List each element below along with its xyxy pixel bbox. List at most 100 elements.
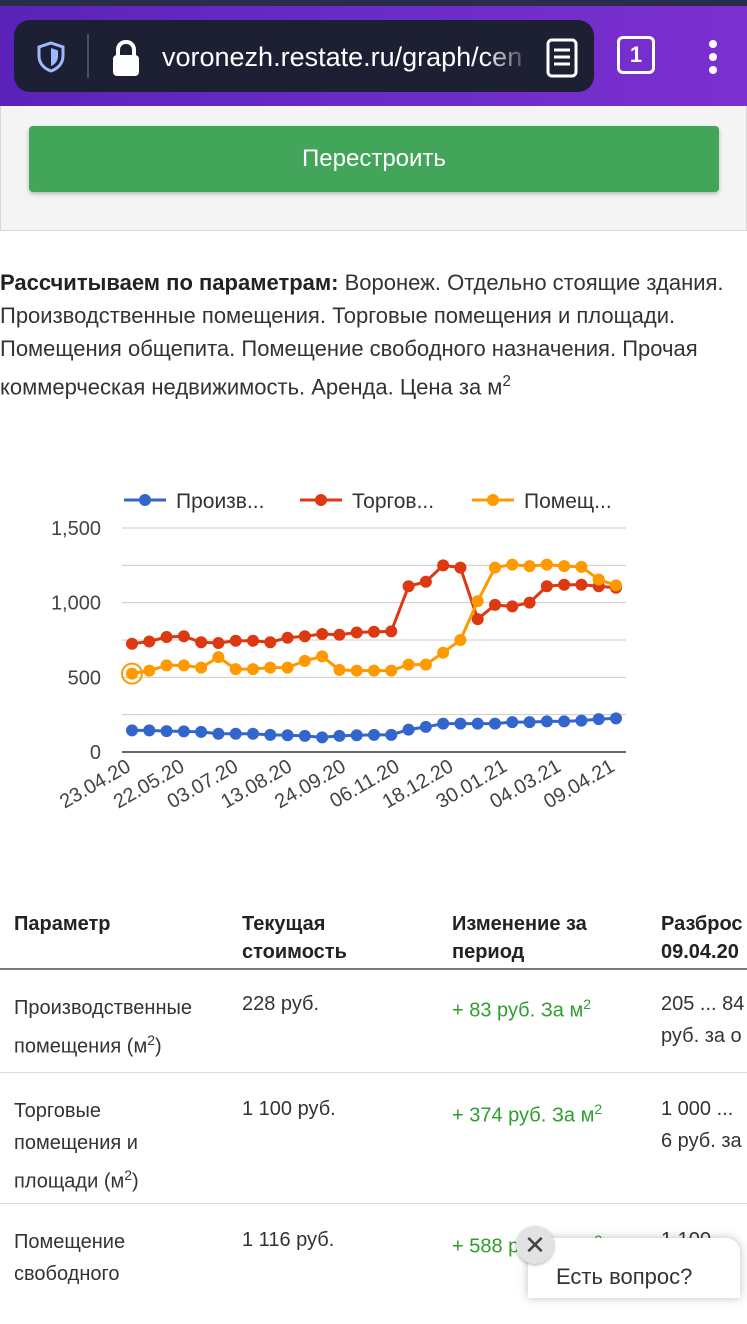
data-point [385,728,398,741]
data-point [160,659,173,672]
data-point [212,636,225,649]
data-point [298,630,311,643]
data-point [350,664,363,677]
data-point [523,716,536,729]
data-point [177,630,190,643]
tab-counter[interactable]: 1 [617,36,655,74]
data-point [540,558,553,571]
close-icon[interactable]: ✕ [516,1226,554,1264]
data-point [298,654,311,667]
row-range: 205 ... 84 руб. за о [661,993,745,1047]
data-point [264,661,277,674]
data-point [575,714,588,727]
data-point [264,728,277,741]
legend-label: Помещ... [524,490,612,513]
data-point [523,560,536,573]
data-point [195,661,208,674]
header-change: Изменение за период [452,913,587,963]
data-point [540,580,553,593]
header-current-cost: Текущая стоимость [242,913,347,963]
y-tick-label: 1,000 [51,593,101,615]
data-point [575,560,588,573]
url-text[interactable]: voronezh.restate.ru/graph/cen [162,42,522,72]
data-point [592,713,605,726]
data-point [350,729,363,742]
legend-label: Произв... [176,490,264,513]
data-point [298,729,311,742]
highlighted-point [121,662,143,685]
data-point [160,725,173,738]
data-point [350,626,363,639]
data-point [281,729,294,742]
data-point [385,664,398,677]
data-point [471,613,484,626]
data-point [143,664,156,677]
table-header: Параметр Текущая стоимость Изменение за … [0,892,747,970]
data-point [177,659,190,672]
data-point [247,634,259,647]
data-point [368,625,380,638]
lock-icon[interactable] [108,38,144,78]
data-point [506,558,519,571]
data-point [316,628,329,641]
chat-widget[interactable]: Есть вопрос? [528,1238,740,1298]
series-line [131,563,617,676]
data-point [212,651,225,664]
data-point [143,635,156,648]
data-point [437,646,450,659]
row-current-price: 1 116 руб. [242,1229,335,1251]
data-point [368,664,380,677]
y-tick-label: 500 [68,667,101,689]
row-param-name: Торговые помещения и площади (м2) [14,1100,139,1193]
data-point [229,663,242,676]
row-change: + 83 руб. За м2 [452,996,592,1022]
data-point [195,636,208,649]
address-bar[interactable]: voronezh.restate.ru/graph/cen [14,20,594,92]
parameters-description: Рассчитываем по параметрам: Воронеж. Отд… [0,266,740,403]
header-range: Разброс 09.04.20 [661,913,743,963]
data-point [540,715,553,728]
data-point [126,637,138,650]
row-current-price: 1 100 руб. [242,1098,336,1120]
data-point [281,661,294,674]
data-point [247,727,259,740]
data-point [333,729,346,742]
data-point [437,559,450,572]
data-point [610,579,622,592]
data-point [385,625,398,638]
data-point [229,727,242,740]
legend-label: Торгов... [352,490,434,513]
data-point [316,731,329,744]
data-point [419,720,432,733]
data-point [333,663,346,676]
data-point [160,631,173,644]
price-line-chart: 05001,0001,50023.04.2022.05.2003.07.2013… [51,490,626,813]
reader-mode-icon[interactable] [542,36,582,80]
shield-icon[interactable] [34,40,68,74]
parameters-text: Воронеж. Отдельно стоящие здания. Произв… [0,270,724,400]
overflow-menu-icon[interactable] [700,40,726,80]
data-point [264,636,277,649]
data-point [489,598,501,611]
data-point [489,717,501,730]
data-point [454,717,467,730]
data-point [506,600,519,613]
header-parameter: Параметр [14,913,111,935]
data-point [454,634,467,646]
row-change: + 374 руб. За м2 [452,1101,603,1127]
address-separator [87,34,89,78]
data-point [195,725,208,738]
legend-marker [139,494,151,506]
controls-panel: Перестроить [0,106,747,231]
data-point [402,723,415,736]
row-param-name: Производственные помещения (м2) [14,997,192,1058]
legend-marker [315,494,327,506]
row-current-price: 228 руб. [242,993,320,1015]
data-point [212,727,225,740]
rebuild-button[interactable]: Перестроить [29,126,719,192]
data-point [316,650,329,663]
parameters-sup: 2 [502,373,511,390]
y-tick-label: 1,500 [51,518,101,540]
status-strip [0,0,747,6]
row-range: 1 000 ... 6 руб. за о [661,1098,742,1152]
